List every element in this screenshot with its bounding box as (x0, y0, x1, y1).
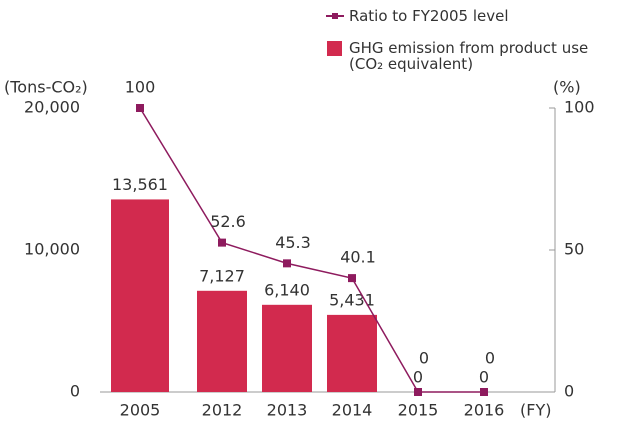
legend-label: GHG emission from product use (CO₂ equiv… (349, 39, 589, 73)
line-marker (348, 274, 356, 283)
x-tick-label: 2012 (202, 401, 243, 420)
bar-value-label: 0 (479, 368, 489, 387)
y2-tick-label: 100 (564, 98, 595, 117)
y-tick-label: 0 (70, 382, 80, 401)
y2-tick-label: 0 (564, 382, 574, 401)
line (139, 107, 484, 393)
line-marker (136, 104, 144, 112)
line-value-label: 0 (419, 349, 429, 368)
line-marker (414, 388, 422, 396)
bar (327, 314, 377, 392)
x-axis-label: (FY) (520, 401, 551, 420)
x-tick-label: 2014 (332, 401, 373, 420)
legend-label: Ratio to FY2005 level (349, 7, 509, 25)
bar (262, 304, 312, 392)
x-tick-label: 2005 (120, 401, 161, 420)
line-marker (218, 238, 226, 247)
bar (111, 199, 169, 392)
x-tick-label: 2016 (464, 401, 505, 420)
line-value-label: 100 (125, 78, 156, 97)
y-tick-label: 20,000 (24, 98, 80, 117)
x-tick-label: 2015 (398, 401, 439, 420)
line-value-label: 0 (485, 349, 495, 368)
line-marker (480, 388, 488, 396)
bar-value-label: 6,140 (264, 280, 310, 299)
legend-bar-key (327, 41, 342, 56)
line-value-label: 52.6 (210, 212, 246, 231)
y2-axis-label: (%) (553, 78, 581, 97)
x-tick-label: 2013 (267, 401, 308, 420)
line-value-label: 45.3 (275, 233, 311, 252)
bar-value-label: 13,561 (112, 175, 168, 194)
bar (197, 290, 247, 392)
y2-tick-label: 50 (564, 240, 584, 259)
line-marker (283, 259, 291, 268)
y-tick-label: 10,000 (24, 240, 80, 259)
y-axis-label: (Tons-CO₂) (4, 78, 88, 97)
bar-value-label: 5,431 (329, 290, 375, 309)
legend-line-marker (332, 13, 338, 19)
bar-value-label: 7,127 (199, 266, 245, 285)
line-value-label: 40.1 (340, 248, 376, 267)
bar-value-label: 0 (413, 368, 423, 387)
